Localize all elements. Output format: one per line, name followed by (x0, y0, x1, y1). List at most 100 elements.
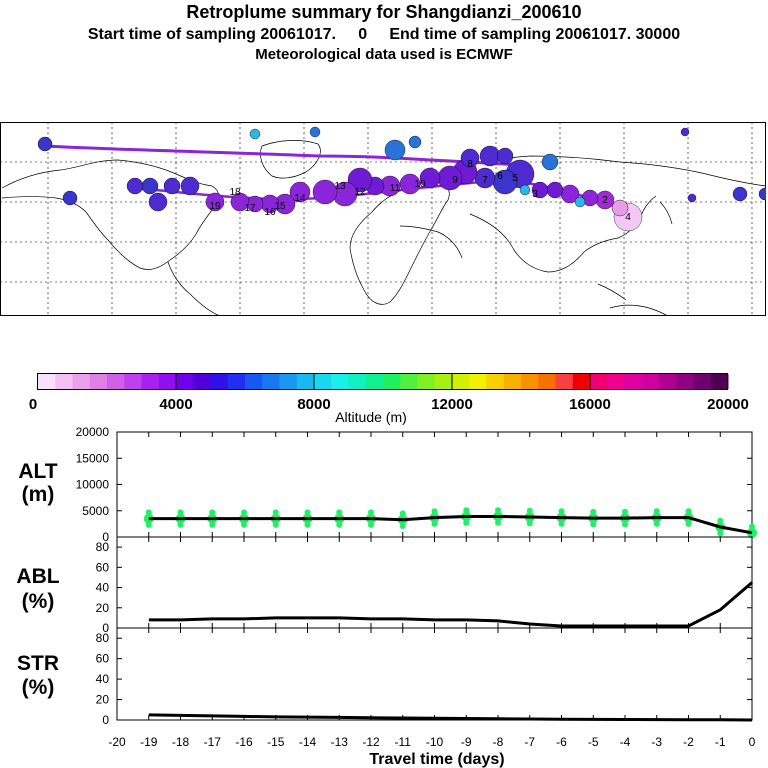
x-tick-label: -20 (108, 735, 126, 749)
trajectory-day-label: 11 (390, 183, 401, 194)
plume-circle (141, 177, 159, 195)
trajectory-day-label: 9 (452, 175, 458, 186)
plume-circle (148, 192, 168, 212)
colorbar-tick-label: 12000 (431, 396, 473, 413)
trajectory-day-label: 12 (354, 187, 366, 198)
series-line (148, 515, 753, 535)
colorbar-cell (572, 374, 591, 389)
x-tick-label: -11 (395, 735, 412, 749)
colorbar-cell (331, 374, 349, 389)
altitude-point (622, 508, 628, 515)
x-tick-label: -13 (331, 735, 349, 749)
altitude-point (463, 507, 470, 514)
x-tick-labels: -20 -19 -18 -17 -16 -15 -14 -13 -12 -11 -10 -9 -8 -7-… (108, 735, 755, 749)
sampling-time: Start time of sampling 20061017. 0 End t… (87, 26, 681, 43)
plume-circle (541, 153, 559, 171)
str-label: STR (17, 652, 59, 675)
colorbar-cell (193, 374, 211, 389)
trajectory-day-label: 14 (294, 193, 306, 204)
x-tick-label: -16 (235, 735, 253, 749)
coastlines (1, 140, 766, 316)
x-tick-label: -8 (493, 735, 504, 749)
alt-label: ALT (18, 460, 57, 483)
trajectory-day-label: 16 (264, 207, 276, 218)
plume-circle (205, 192, 225, 212)
trajectory-day-label: 10 (414, 179, 426, 190)
plume-circles (37, 126, 766, 232)
plume-circle (687, 193, 697, 203)
altitude-point (431, 508, 438, 515)
colorbar-cells (38, 374, 729, 389)
colorbar-ticks: 0 4000 8000 12000 16000 20000 (29, 396, 749, 413)
altitude-point (272, 509, 279, 516)
y-tick-label: 20000 (76, 425, 110, 439)
trajectory-day-label: 6 (497, 171, 503, 182)
panel-labels: ALT (m) ABL (%) STR (%) (16, 460, 59, 699)
colorbar-cell (693, 374, 712, 389)
colorbar-cell (89, 374, 108, 389)
plume-circle (732, 186, 748, 202)
colorbar-cell (590, 374, 608, 389)
colorbar-cell (434, 374, 453, 389)
x-tick-label: 0 (749, 735, 756, 749)
colorbar-cell (107, 374, 125, 389)
plume-circle (249, 128, 261, 140)
y-tick-label: 60 (96, 652, 110, 666)
alt-unit: (m) (22, 483, 55, 506)
altitude-point (177, 509, 184, 516)
colorbar-cell (245, 374, 263, 389)
plume-circle (384, 139, 406, 161)
y-tick-label: 20 (96, 601, 110, 615)
plume-circle (546, 181, 564, 199)
meteo-source: Meteorological data used is ECMWF (255, 46, 513, 63)
altitude-point (653, 508, 660, 515)
y-tick-label: 0 (102, 530, 109, 544)
altitude-point (526, 507, 533, 514)
colorbar-cell (676, 374, 694, 389)
x-tick-label: -17 (204, 735, 222, 749)
colorbar-tick-label: 8000 (297, 396, 330, 413)
x-tick-label: -5 (588, 735, 599, 749)
colorbar-cell (383, 374, 401, 389)
x-tick-label: -9 (461, 735, 472, 749)
altitude-point (368, 509, 374, 516)
plume-circle (460, 148, 480, 168)
colorbar-cell (400, 374, 418, 389)
colorbar-cell (72, 374, 91, 389)
colorbar-cell (624, 374, 643, 389)
altitude-point (749, 523, 755, 530)
colorbar-cell (227, 374, 246, 389)
x-tick-label: -14 (299, 735, 317, 749)
plume-circle (408, 135, 422, 149)
colorbar-frame (37, 373, 728, 390)
plume-circle (309, 126, 321, 138)
plume-circle (519, 184, 531, 196)
colorbar-cell (469, 374, 487, 389)
alt-panel: 0 5000 10000 15000 20000 (76, 425, 757, 544)
x-axis-label: Travel time (days) (369, 751, 504, 768)
colorbar-cell (641, 374, 660, 389)
colorbar-cell (38, 374, 56, 389)
plume-circle (230, 192, 250, 212)
altitude-point (304, 509, 311, 516)
colorbar-label: Altitude (m) (335, 409, 407, 425)
colorbar-cell (279, 374, 298, 389)
series-line (148, 581, 753, 628)
plume-circle (419, 167, 441, 189)
x-tick-label: -6 (556, 735, 567, 749)
x-tick-label: -4 (620, 735, 631, 749)
y-tick-label: 0 (102, 621, 109, 635)
plume-circle (437, 165, 463, 191)
plume-circle (126, 177, 144, 195)
trajectory-day-label: 17 (244, 203, 256, 214)
colorbar-cell (710, 374, 729, 389)
altitude-point (590, 508, 597, 515)
plume-circle (163, 177, 181, 195)
altitude-point (495, 507, 501, 514)
colorbar-cell (141, 374, 160, 389)
colorbar-cell (659, 374, 677, 389)
colorbar-cell (158, 374, 177, 389)
y-tick-label: 40 (96, 672, 110, 686)
colorbar-cell (210, 374, 229, 389)
y-tick-label: 80 (96, 540, 110, 554)
